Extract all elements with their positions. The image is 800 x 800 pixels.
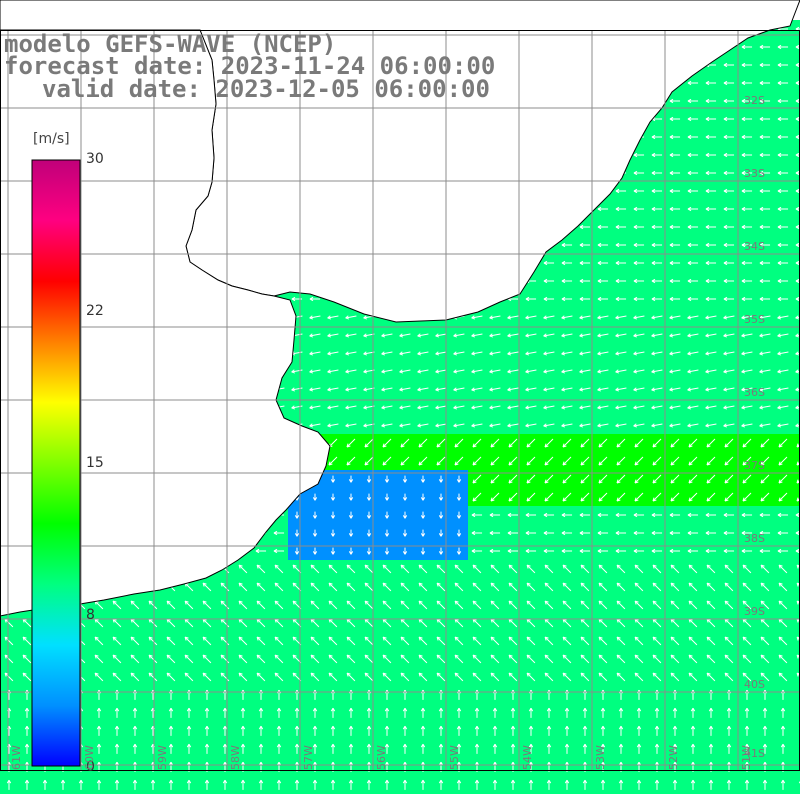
- wind-cell: [792, 578, 800, 596]
- wind-cell: [792, 668, 800, 686]
- wind-cell: [792, 560, 800, 578]
- wind-cell: [792, 740, 800, 758]
- wind-cell: [792, 776, 800, 794]
- wind-cell: [792, 452, 800, 470]
- wind-cell: [792, 596, 800, 614]
- wind-cell: [792, 650, 800, 668]
- wind-cell: [792, 488, 800, 506]
- wind-cell: [792, 722, 800, 740]
- wind-cell: [792, 632, 800, 650]
- wind-cell: [792, 614, 800, 632]
- wind-cell: [792, 434, 800, 452]
- wind-cell: [792, 704, 800, 722]
- wind-cell: [792, 758, 800, 776]
- wind-cell: [792, 686, 800, 704]
